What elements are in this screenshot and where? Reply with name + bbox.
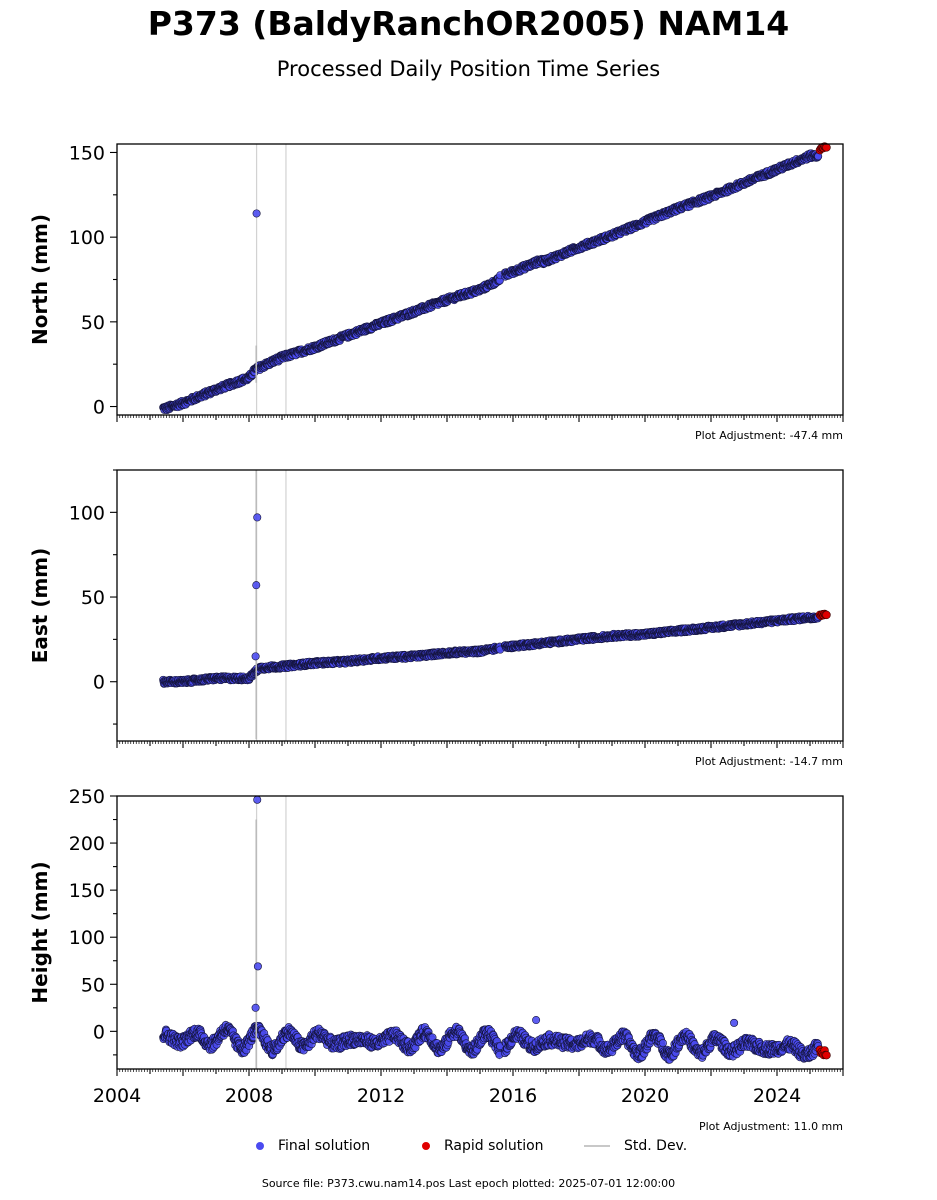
chart-subtitle: Processed Daily Position Time Series (276, 57, 661, 81)
north-final-points (159, 149, 823, 414)
north-ytick-label: 100 (69, 227, 105, 249)
east-plot-frame (116, 469, 844, 742)
north-outlier-0 (252, 209, 261, 218)
east-final-points (159, 611, 823, 688)
east-ytick-label: 0 (93, 672, 105, 694)
north-ytick-label: 0 (93, 397, 105, 419)
north-rapid-point (822, 143, 831, 152)
east-outlier-2 (251, 652, 260, 661)
north-ylabel: North (mm) (28, 214, 52, 345)
north-ytick-label: 50 (81, 312, 105, 334)
east-ytick-label: 50 (81, 587, 105, 609)
north-ytick-label: 150 (69, 142, 105, 164)
north-plot-adjustment: Plot Adjustment: -47.4 mm (695, 429, 843, 442)
east-ytick-label: 100 (69, 502, 105, 524)
east-outlier-1 (252, 581, 261, 590)
east-rapid-point (822, 610, 831, 620)
chart-title: P373 (BaldyRanchOR2005) NAM14 (147, 4, 790, 43)
east-outlier-0 (253, 513, 262, 522)
